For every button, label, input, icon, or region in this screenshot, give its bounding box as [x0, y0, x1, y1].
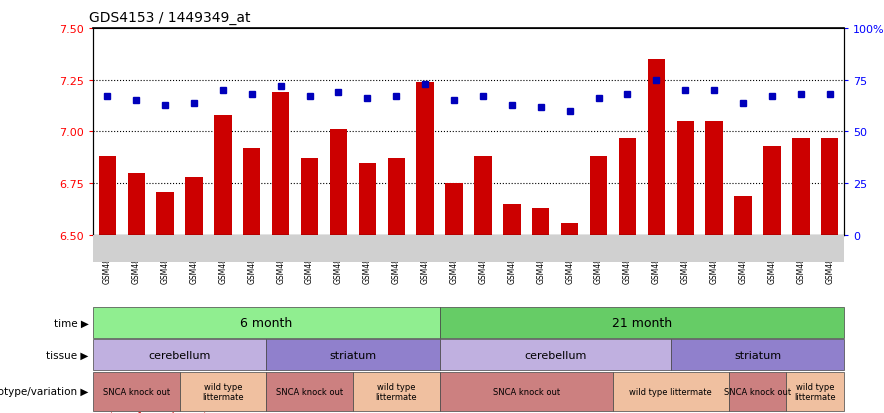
Bar	[416, 83, 434, 235]
Bar	[503, 204, 521, 235]
Text: tissue ▶: tissue ▶	[46, 350, 88, 360]
Text: wild type littermate: wild type littermate	[629, 387, 713, 396]
Bar	[792, 138, 810, 235]
Bar	[446, 184, 462, 235]
Bar	[821, 138, 838, 235]
Bar	[648, 60, 665, 235]
Bar	[763, 147, 781, 235]
Text: cerebellum: cerebellum	[149, 350, 210, 360]
Bar	[359, 163, 376, 235]
Text: 21 month: 21 month	[612, 316, 672, 329]
Text: striatum: striatum	[330, 350, 377, 360]
Bar	[532, 209, 550, 235]
Text: SNCA knock out: SNCA knock out	[103, 387, 170, 396]
Text: GDS4153 / 1449349_at: GDS4153 / 1449349_at	[89, 11, 250, 25]
Bar	[475, 157, 492, 235]
Bar	[330, 130, 347, 235]
Text: ■ transformed count: ■ transformed count	[97, 411, 208, 413]
Text: wild type
littermate: wild type littermate	[795, 382, 836, 401]
Bar	[214, 116, 232, 235]
Bar	[186, 178, 202, 235]
Bar	[272, 93, 289, 235]
Bar	[301, 159, 318, 235]
Bar	[99, 157, 116, 235]
Text: SNCA knock out: SNCA knock out	[276, 387, 343, 396]
Text: cerebellum: cerebellum	[524, 350, 586, 360]
Bar	[735, 196, 751, 235]
Text: 6 month: 6 month	[240, 316, 293, 329]
Bar	[619, 138, 636, 235]
Bar	[156, 192, 174, 235]
Bar	[243, 149, 261, 235]
Text: time ▶: time ▶	[54, 318, 88, 328]
Bar	[705, 122, 723, 235]
Bar	[676, 122, 694, 235]
Bar	[561, 223, 578, 235]
Bar	[127, 173, 145, 235]
Text: wild type
littermate: wild type littermate	[376, 382, 417, 401]
Text: SNCA knock out: SNCA knock out	[492, 387, 560, 396]
Text: wild type
littermate: wild type littermate	[202, 382, 244, 401]
Bar	[590, 157, 607, 235]
Text: genotype/variation ▶: genotype/variation ▶	[0, 386, 88, 396]
Text: SNCA knock out: SNCA knock out	[724, 387, 791, 396]
Bar	[387, 159, 405, 235]
Text: striatum: striatum	[734, 350, 781, 360]
